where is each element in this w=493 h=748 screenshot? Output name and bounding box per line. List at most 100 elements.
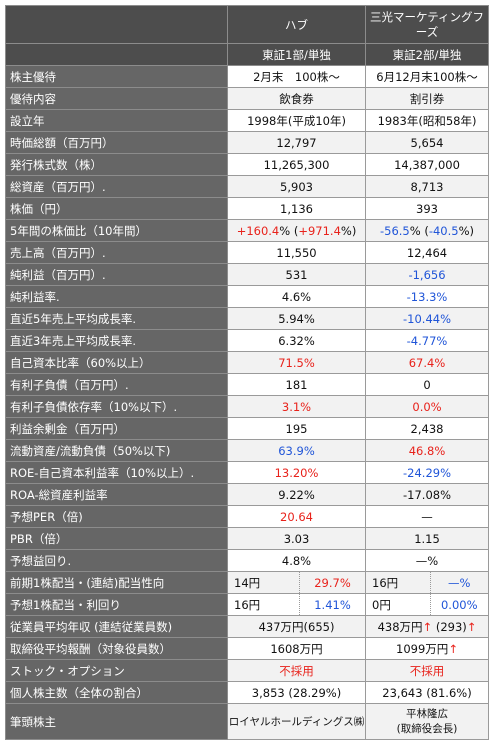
value-b: 67.4% xyxy=(365,351,489,374)
row-label: 予想1株配当・利回り xyxy=(5,593,228,616)
row-label: 発行株式数（株） xyxy=(5,153,228,176)
value-a: 71.5% xyxy=(227,351,366,374)
value-a: 5,903 xyxy=(227,175,366,198)
yield-a: 1.41% xyxy=(314,597,351,612)
value-a: 195 xyxy=(227,417,366,440)
value-b: -4.77% xyxy=(365,329,489,352)
row-label: 自己資本比率（60%以上） xyxy=(5,351,228,374)
value-b: 23,643 (81.6%) xyxy=(365,681,489,704)
row-label: 有利子負債依存率（10%以下）. xyxy=(5,395,228,418)
value-b: -56.5% (-40.5%) xyxy=(365,219,489,242)
salary-b: 438万円 xyxy=(377,619,423,634)
value-b: 16円 —% xyxy=(365,571,489,594)
table-row: 直近5年売上平均成長率. 5.94% -10.44% xyxy=(5,307,489,330)
table-row: 流動資産/流動負債（50%以下) 63.9% 46.8% xyxy=(5,439,489,462)
row-label: 利益余剰金（百万円） xyxy=(5,417,228,440)
value-a: ロイヤルホールディングス㈱ xyxy=(227,703,366,740)
table-row: ストック・オプション 不採用 不採用 xyxy=(5,659,489,682)
row-label: 個人株主数（全体の割合） xyxy=(5,681,228,704)
value-a: 63.9% xyxy=(227,439,366,462)
value-a: 531 xyxy=(227,263,366,286)
value-a: 11,550 xyxy=(227,241,366,264)
value-a: 181 xyxy=(227,373,366,396)
table-row: 予想PER（倍) 20.64 — xyxy=(5,505,489,528)
dividend-b: 16円 xyxy=(367,572,431,593)
value-b: —% xyxy=(365,549,489,572)
table-row: 純利益（百万円）. 531 -1,656 xyxy=(5,263,489,286)
forecast-dividend-b: 0円 xyxy=(367,594,431,615)
value-a: 1998年(平成10年) xyxy=(227,109,366,132)
table-row: 従業員平均年収 (連結従業員数) 437万円(655) 438万円↑ (293)… xyxy=(5,615,489,638)
table-row: 前期1株配当・(連結)配当性向 14円 29.7% 16円 —% xyxy=(5,571,489,594)
value-a: 9.22% xyxy=(227,483,366,506)
up-arrow-icon: ↑ xyxy=(466,619,477,634)
row-label: 予想PER（倍) xyxy=(5,505,228,528)
table-row: 5年間の株価比（10年間） +160.4% (+971.4%) -56.5% (… xyxy=(5,219,489,242)
table-row: 予想1株配当・利回り 16円 1.41% 0円 0.00% xyxy=(5,593,489,616)
table-row: 優待内容 飲食券 割引券 xyxy=(5,87,489,110)
value-b: -24.29% xyxy=(365,461,489,484)
value-b: 不採用 xyxy=(365,659,489,682)
value-a-close: %) xyxy=(340,223,357,238)
value-a: 12,797 xyxy=(227,131,366,154)
dividend-a: 14円 xyxy=(229,572,300,593)
value-b: 割引券 xyxy=(365,87,489,110)
row-label: 取締役平均報酬（対象役員数） xyxy=(5,637,228,660)
value-b: -17.08% xyxy=(365,483,489,506)
value-b: 2,438 xyxy=(365,417,489,440)
up-arrow-icon: ↑ xyxy=(422,619,433,634)
payout-ratio-a: 29.7% xyxy=(314,575,351,590)
top-shareholder-role-b: (取締役会長) xyxy=(396,722,458,735)
value-b: 0.0% xyxy=(365,395,489,418)
comparison-table-container: ハブ 三光マーケティングフーズ 東証1部/単独 東証2部/単独 株主優待 2月末… xyxy=(5,5,489,740)
yield-b: 0.00% xyxy=(440,597,478,612)
company-b-name: 三光マーケティングフーズ xyxy=(365,5,489,44)
value-b: 1983年(昭和58年) xyxy=(365,109,489,132)
row-label: PBR（倍） xyxy=(5,527,228,550)
row-label: ストック・オプション xyxy=(5,659,228,682)
row-label: 5年間の株価比（10年間） xyxy=(5,219,228,242)
value-a: 1,136 xyxy=(227,197,366,220)
value-a-10yr: +971.4 xyxy=(298,223,341,238)
value-a: 2月末 100株〜 xyxy=(227,65,366,88)
value-b-close: %) xyxy=(458,223,475,238)
value-b: 0円 0.00% xyxy=(365,593,489,616)
value-a: 3.1% xyxy=(227,395,366,418)
employees-b: (293) xyxy=(432,619,467,634)
value-b: 1.15 xyxy=(365,527,489,550)
top-shareholder-name-b: 平林隆広 xyxy=(406,707,448,720)
table-row: 直近3年売上平均成長率. 6.32% -4.77% xyxy=(5,329,489,352)
up-arrow-icon: ↑ xyxy=(448,641,458,656)
company-a-market: 東証1部/単独 xyxy=(227,43,366,66)
value-b: 46.8% xyxy=(365,439,489,462)
director-pay-b: 1099万円 xyxy=(396,641,449,656)
value-b: -10.44% xyxy=(365,307,489,330)
row-label: ROA-総資産利益率 xyxy=(5,483,228,506)
table-row: 時価総額（百万円） 12,797 5,654 xyxy=(5,131,489,154)
row-label: 純利益（百万円）. xyxy=(5,263,228,286)
table-row: 予想益回り. 4.8% —% xyxy=(5,549,489,572)
comparison-table: ハブ 三光マーケティングフーズ 東証1部/単独 東証2部/単独 株主優待 2月末… xyxy=(5,5,489,740)
value-a: 4.6% xyxy=(227,285,366,308)
value-a: 13.20% xyxy=(227,461,366,484)
header-row-market: 東証1部/単独 東証2部/単独 xyxy=(5,43,489,66)
row-label: 流動資産/流動負債（50%以下) xyxy=(5,439,228,462)
table-row: 個人株主数（全体の割合） 3,853 (28.29%) 23,643 (81.6… xyxy=(5,681,489,704)
table-row: 有利子負債依存率（10%以下）. 3.1% 0.0% xyxy=(5,395,489,418)
value-a: 16円 1.41% xyxy=(227,593,366,616)
value-a: 11,265,300 xyxy=(227,153,366,176)
header-row-company: ハブ 三光マーケティングフーズ xyxy=(5,5,489,44)
value-b: 6月12月末100株〜 xyxy=(365,65,489,88)
value-a: 14円 29.7% xyxy=(227,571,366,594)
value-b: -1,656 xyxy=(365,263,489,286)
value-b: 393 xyxy=(365,197,489,220)
value-b-10yr: -40.5 xyxy=(428,223,459,238)
value-a-5yr: +160.4 xyxy=(236,223,280,238)
table-row: 売上高（百万円）. 11,550 12,464 xyxy=(5,241,489,264)
row-label: 直近5年売上平均成長率. xyxy=(5,307,228,330)
row-label: 優待内容 xyxy=(5,87,228,110)
row-label: 従業員平均年収 (連結従業員数) xyxy=(5,615,228,638)
header-corner xyxy=(5,5,228,44)
value-a: 飲食券 xyxy=(227,87,366,110)
value-a: 不採用 xyxy=(227,659,366,682)
